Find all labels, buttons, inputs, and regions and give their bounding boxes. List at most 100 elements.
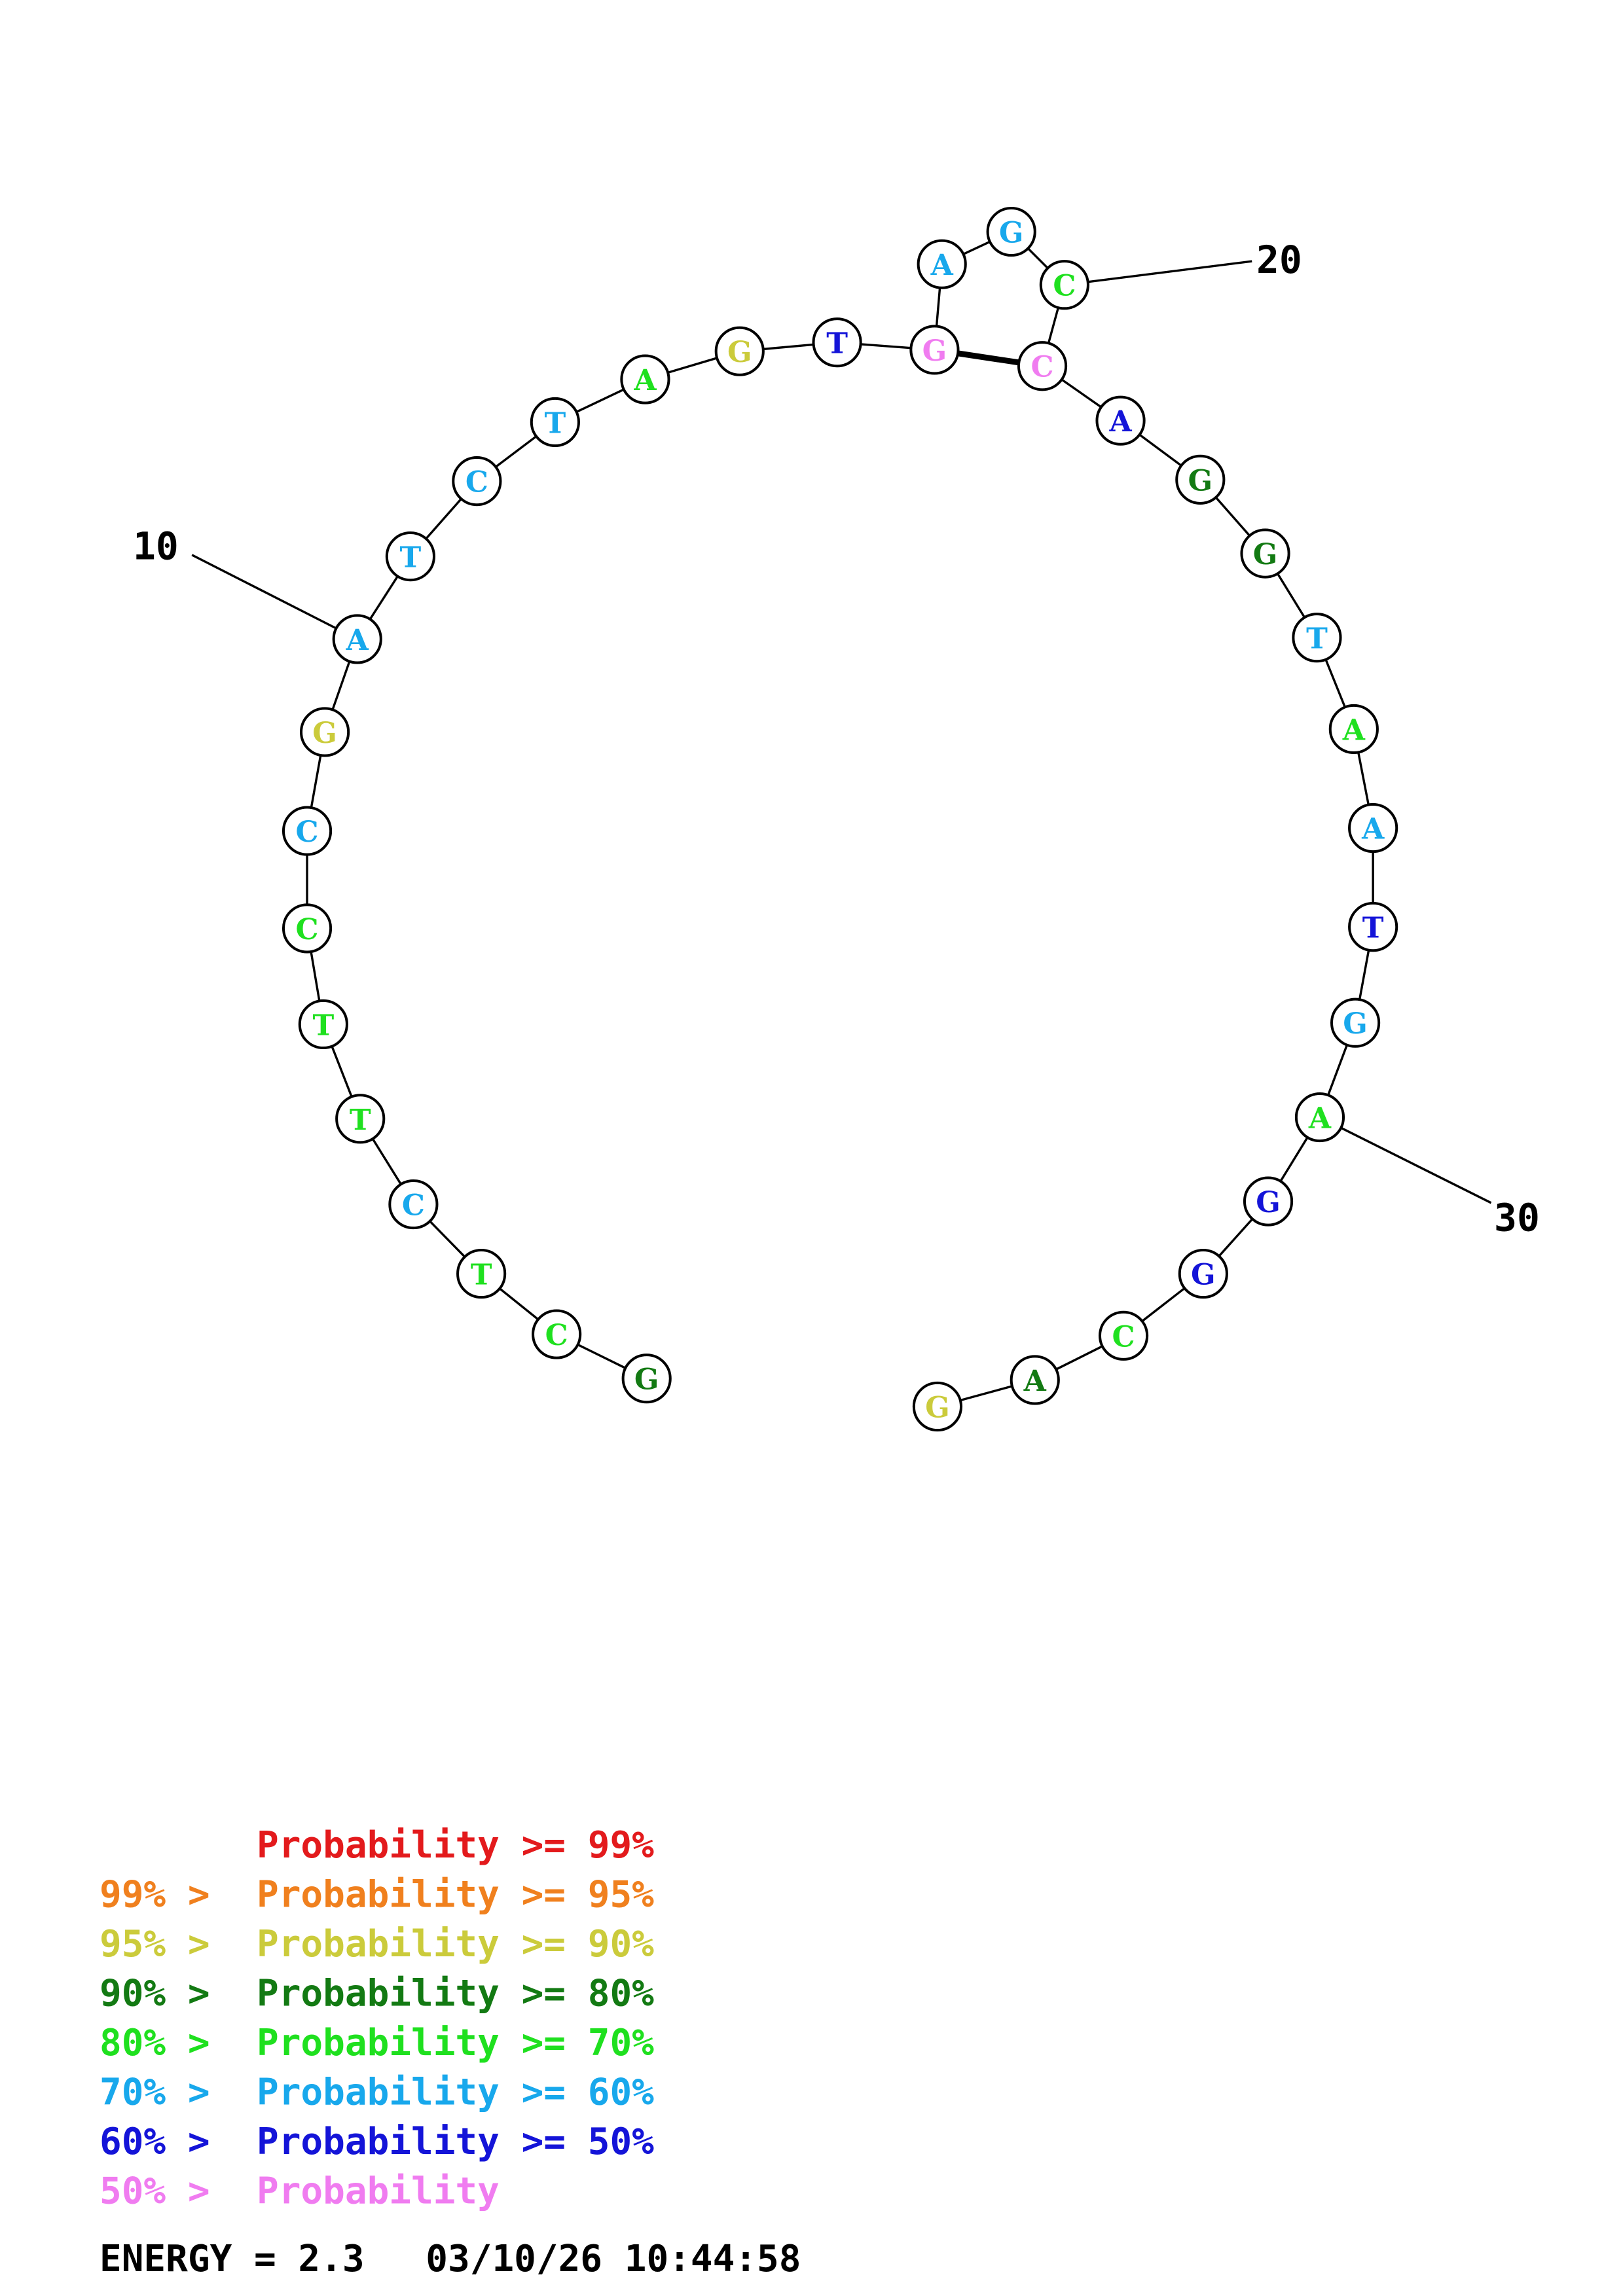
nucleotide: A <box>1328 704 1379 755</box>
legend-prefix: 50% > <box>100 2170 210 2213</box>
footer-text: ENERGY = 2.3 03/10/26 10:44:58 <box>100 2238 801 2280</box>
nucleotide-circle <box>282 806 333 856</box>
position-label: 20 <box>1256 238 1302 282</box>
legend-entry: 99% > Probability >= 95% <box>100 1874 654 1916</box>
nucleotide: A <box>1095 395 1146 446</box>
nucleotide-circle <box>335 1094 386 1144</box>
nucleotide: T <box>456 1248 507 1299</box>
nucleotide-base: G <box>1188 464 1213 497</box>
legend-label: Probability >= 80% <box>257 1973 654 2015</box>
nucleotide: T <box>385 531 435 582</box>
nucleotide-circle <box>986 206 1036 257</box>
nucleotide-base: A <box>1023 1365 1047 1398</box>
nucleotide-base: A <box>1361 813 1385 846</box>
probability-legend: Probability >= 99% 99% > Probability >= 9… <box>100 1824 654 2213</box>
nucleotide: T <box>335 1094 386 1144</box>
nucleotide: A <box>917 239 967 289</box>
nucleotide: G <box>986 206 1036 257</box>
nucleotide-circle <box>1098 1310 1149 1361</box>
nucleotide: T <box>530 397 580 448</box>
nucleotide-circle <box>621 1354 672 1404</box>
position-tick <box>1064 260 1252 286</box>
legend-label: Probability >= 60% <box>257 2072 654 2114</box>
nucleotide-base: C <box>296 816 319 849</box>
nucleotide-base: C <box>1112 1320 1135 1354</box>
timestamp: 03/10/26 10:44:58 <box>426 2238 801 2280</box>
legend-prefix: 99% > <box>100 1874 210 1916</box>
nucleotide-base: A <box>1308 1102 1332 1136</box>
nucleotide-circle <box>1175 454 1226 505</box>
nucleotide-base: T <box>1306 622 1328 656</box>
nucleotide: A <box>1294 1092 1345 1143</box>
legend-prefix: 60% > <box>100 2121 210 2163</box>
nucleotide: C <box>282 806 333 856</box>
nucleotide-circle <box>532 1309 582 1359</box>
nucleotide-circle <box>385 531 435 582</box>
legend-label: Probability >= 70% <box>257 2022 654 2064</box>
footer: ENERGY = 2.3 03/10/26 10:44:58 <box>100 2238 801 2280</box>
nucleotide-base: T <box>471 1259 492 1292</box>
nucleotide: G <box>1240 528 1290 579</box>
nucleotide-base: G <box>925 1391 950 1425</box>
legend-entry: 90% > Probability >= 80% <box>100 1973 654 2015</box>
nucleotide: G <box>1175 454 1226 505</box>
nucleotide-base: A <box>1342 713 1366 747</box>
legend-label: Probability <box>257 2170 500 2213</box>
nucleotide-circle <box>388 1179 439 1230</box>
legend-prefix: 70% > <box>100 2072 210 2114</box>
nucleotide-base: G <box>634 1363 659 1397</box>
nucleotide-base: G <box>1343 1007 1368 1041</box>
nucleotide: T <box>298 999 348 1050</box>
nucleotide: C <box>532 1309 582 1359</box>
legend-prefix: 80% > <box>100 2022 210 2064</box>
nucleotide-base: G <box>922 334 947 368</box>
nucleotide-circle <box>812 317 862 368</box>
nucleotide-circle <box>714 326 765 376</box>
nucleotide-base: A <box>930 249 954 282</box>
nucleotide-circle <box>332 614 382 664</box>
energy-value: ENERGY = 2.3 <box>100 2238 365 2280</box>
nucleotide-circle <box>1330 997 1381 1048</box>
nucleotide: G <box>621 1354 672 1404</box>
nucleotide-circle <box>620 354 670 404</box>
nucleotide-circle <box>1348 802 1398 853</box>
nucleotide-base: G <box>1256 1186 1281 1219</box>
legend-label: Probability >= 90% <box>257 1923 654 1965</box>
nucleotide-base: C <box>545 1319 568 1352</box>
nucleotide-circle <box>530 397 580 448</box>
nucleotide: G <box>714 326 765 376</box>
position-tick-layer: 10 20 30 <box>133 238 1540 1240</box>
nucleotide: G <box>1178 1248 1228 1299</box>
nucleotide: G <box>300 707 350 757</box>
nucleotide-circle <box>1243 1176 1294 1227</box>
legend-entry: 60% > Probability >= 50% <box>100 2121 654 2163</box>
nucleotide-base: T <box>545 406 566 440</box>
nucleotide-base: C <box>1031 351 1054 384</box>
nucleotide-base: C <box>402 1189 425 1223</box>
nucleotide-circle <box>282 903 333 954</box>
nucleotide-base: A <box>1108 405 1132 439</box>
legend-entry: Probability >= 99% <box>257 1824 654 1867</box>
position-label: 30 <box>1494 1195 1540 1240</box>
legend-prefix: 95% > <box>100 1923 210 1965</box>
nucleotide: G <box>1243 1176 1294 1227</box>
nucleotide-circle <box>1348 902 1398 952</box>
nucleotide-base: G <box>1253 538 1278 571</box>
nucleotide-base: T <box>400 541 422 575</box>
nucleotide-base: G <box>727 336 752 369</box>
nucleotide-circle <box>1178 1248 1228 1299</box>
nucleotide-circle <box>909 325 960 375</box>
nucleotide-circle <box>298 999 348 1050</box>
nucleotide-circle <box>300 707 350 757</box>
nucleotide-base: T <box>1362 912 1384 945</box>
nucleotide: A <box>332 614 382 664</box>
nucleotide-circle <box>1039 260 1089 310</box>
nucleotide-base: A <box>633 364 657 397</box>
legend-entry: 80% > Probability >= 70% <box>100 2022 654 2064</box>
legend-label: Probability >= 99% <box>257 1824 654 1867</box>
backbone-layer <box>306 230 1374 1408</box>
nucleotide-circle <box>452 456 502 507</box>
legend-label: Probability >= 50% <box>257 2121 654 2163</box>
